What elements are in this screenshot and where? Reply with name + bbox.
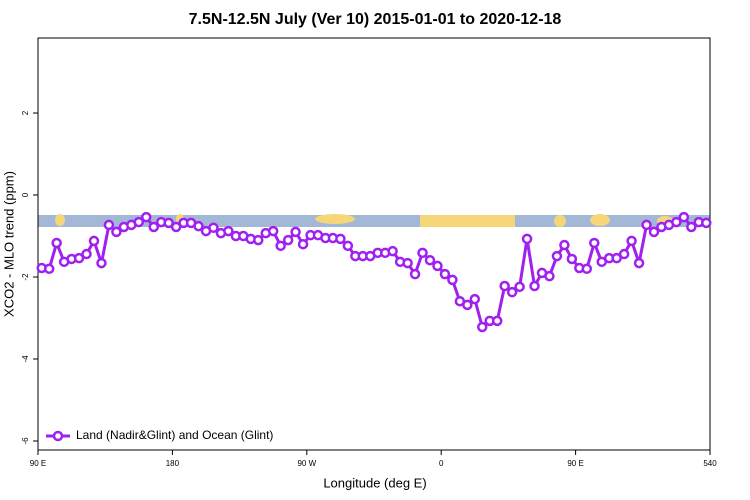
data-point (529, 280, 540, 292)
data-point (103, 219, 115, 231)
data-point (439, 268, 451, 280)
data-point (417, 247, 428, 259)
plot-frame (37, 37, 711, 451)
data-point (514, 281, 525, 293)
data-point (648, 226, 660, 238)
data-point (81, 248, 92, 260)
data-point (633, 257, 645, 269)
data-point (447, 274, 458, 286)
data-point (342, 240, 354, 252)
data-point (402, 257, 413, 269)
data-point (193, 220, 204, 232)
data-point (409, 268, 421, 280)
data-point (432, 260, 443, 272)
x-tick-label: 90 E (30, 459, 46, 468)
chart-title: 7.5N-12.5N July (Ver 10) 2015-01-01 to 2… (189, 11, 562, 28)
data-point (581, 263, 593, 275)
data-point (521, 233, 533, 245)
data-point (88, 235, 100, 247)
data-point (477, 321, 488, 333)
data-point (701, 217, 712, 229)
data-point (611, 252, 622, 264)
data-point (462, 299, 473, 311)
x-tick-label: 0 (439, 459, 444, 468)
y-tick-label: -2 (21, 273, 30, 281)
x-tick-label: 90 W (297, 459, 316, 468)
data-point (544, 270, 555, 282)
data-point (641, 219, 652, 231)
data-point (163, 217, 174, 229)
data-point (559, 239, 570, 251)
data-point (491, 315, 503, 327)
y-tick-label: -6 (21, 437, 30, 445)
data-point (111, 226, 122, 238)
data-point (148, 221, 159, 233)
data-point (387, 245, 398, 257)
data-point (73, 252, 85, 264)
data-point (626, 235, 637, 247)
data-point (170, 221, 182, 233)
data-point (51, 237, 62, 249)
y-axis-label: XCO2 - MLO trend (ppm) (1, 171, 16, 317)
data-point (618, 248, 630, 260)
data-point (208, 222, 219, 234)
data-point (275, 240, 286, 252)
data-point (506, 286, 518, 298)
x-tick-label: 180 (166, 459, 180, 468)
data-point (551, 250, 563, 262)
data-point (290, 226, 301, 238)
data-point (499, 280, 510, 292)
data-point (424, 254, 436, 266)
legend-marker (52, 430, 64, 442)
x-tick-label: 90 E (567, 459, 583, 468)
data-point (96, 257, 107, 269)
data-point (267, 225, 279, 237)
data-point (469, 293, 481, 305)
data-point (253, 234, 264, 246)
data-point (678, 211, 690, 223)
data-point (589, 237, 600, 249)
y-tick-label: -4 (21, 355, 30, 363)
data-point (223, 225, 234, 237)
data-point (133, 216, 145, 228)
data-point (686, 221, 697, 233)
data-point (671, 216, 682, 228)
x-axis-label: Longitude (deg E) (323, 475, 426, 490)
y-tick-label: 2 (21, 110, 30, 115)
legend-label: Land (Nadir&Glint) and Ocean (Glint) (76, 428, 273, 442)
data-point (141, 211, 152, 223)
map-strip (38, 214, 710, 227)
x-tick-label: 540 (703, 459, 717, 468)
data-line (41, 215, 707, 330)
data-point (297, 238, 309, 250)
data-point (43, 263, 55, 275)
data-point (282, 234, 294, 246)
y-tick-label: 0 (21, 192, 30, 197)
data-point (335, 233, 346, 245)
data-point (566, 253, 578, 265)
